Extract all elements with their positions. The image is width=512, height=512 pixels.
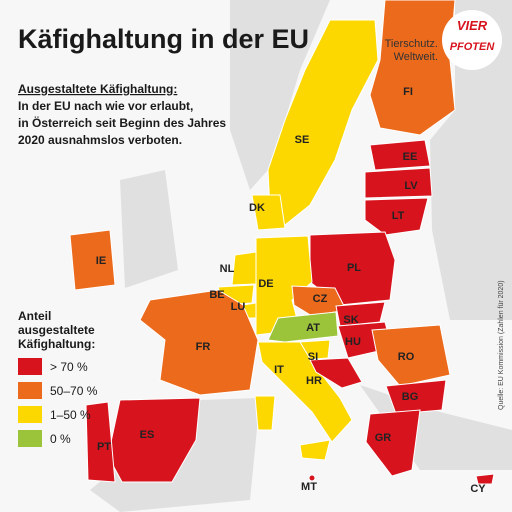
country-shape xyxy=(299,439,331,461)
country-shape xyxy=(139,289,259,396)
country-shape xyxy=(69,229,116,291)
country-label: FR xyxy=(196,341,211,353)
country-label: GR xyxy=(375,432,392,444)
countries xyxy=(69,0,495,485)
country-label: SK xyxy=(343,314,358,326)
logo-text: PFOTEN xyxy=(450,41,496,53)
country-label: BG xyxy=(402,391,419,403)
intro-line: in Österreich seit Beginn des Jahres xyxy=(18,115,226,130)
logo-text: VIER xyxy=(457,18,488,33)
country-label: HU xyxy=(345,336,361,348)
intro-line: In der EU nach wie vor erlaubt, xyxy=(18,99,193,113)
legend-swatch xyxy=(18,406,42,423)
country-shape xyxy=(85,401,116,483)
country-label: DK xyxy=(249,202,265,214)
country-shape xyxy=(385,379,447,415)
country-shape xyxy=(371,324,451,387)
country-label: IT xyxy=(274,364,284,376)
east xyxy=(430,0,512,320)
country-label: ES xyxy=(140,429,155,441)
country-label: CY xyxy=(470,483,486,495)
country-shape xyxy=(475,473,495,485)
tagline: Tierschutz. xyxy=(385,38,438,50)
country-shape xyxy=(365,409,421,477)
country-label: IE xyxy=(96,255,106,267)
legend-label: > 70 % xyxy=(50,360,88,374)
country-label: CZ xyxy=(313,293,328,305)
legend-swatch xyxy=(18,358,42,375)
country-shape xyxy=(231,251,257,286)
country-shape xyxy=(369,139,431,171)
legend-label: 1–50 % xyxy=(50,408,91,422)
country-shape xyxy=(309,357,363,389)
legend-swatch xyxy=(18,382,42,399)
country-shape xyxy=(251,194,286,231)
country-label: LV xyxy=(404,180,418,192)
country-label: SI xyxy=(308,351,318,363)
country-labels: FI SE EE LV LT DK IE PL NL DE BE LU CZ F… xyxy=(96,86,487,495)
legend-swatch xyxy=(18,430,42,447)
legend-title: Käfighaltung: xyxy=(18,337,95,351)
legend-title: Anteil xyxy=(18,309,51,323)
country-label: AT xyxy=(306,322,320,334)
country-label: HR xyxy=(306,375,322,387)
intro-line: 2020 ausnahmslos verboten. xyxy=(18,133,182,147)
country-label: PL xyxy=(347,262,361,274)
country-shape xyxy=(364,167,433,199)
country-label: MT xyxy=(301,481,317,493)
country-label: NL xyxy=(220,263,235,275)
country-shape xyxy=(364,197,429,236)
country-label: LT xyxy=(392,210,405,222)
country-shape xyxy=(267,19,379,226)
country-shape xyxy=(254,395,276,431)
legend-label: 50–70 % xyxy=(50,384,98,398)
country-label: PT xyxy=(97,441,111,453)
country-shape xyxy=(267,311,339,343)
title: Käfighaltung in der EU xyxy=(18,24,309,54)
uk xyxy=(120,170,178,288)
norway xyxy=(230,0,330,190)
subtitle: Ausgestaltete Käfighaltung: xyxy=(18,82,177,96)
country-label: BE xyxy=(209,289,224,301)
legend-title: ausgestaltete xyxy=(18,323,95,337)
source: Quelle: EU Kommission (Zahlen für 2020) xyxy=(498,280,505,410)
tagline: Weltweit. xyxy=(394,51,438,63)
country-label: LU xyxy=(231,301,246,313)
country-label: SE xyxy=(295,134,310,146)
legend-label: 0 % xyxy=(50,432,71,446)
country-label: DE xyxy=(258,278,273,290)
country-shape xyxy=(308,474,316,482)
logo-badge xyxy=(442,10,502,70)
country-label: RO xyxy=(398,351,415,363)
country-label: FI xyxy=(403,86,413,98)
legend: > 70 % 50–70 % 1–50 % 0 % xyxy=(18,358,98,447)
country-shape xyxy=(257,341,353,443)
country-label: EE xyxy=(403,151,418,163)
